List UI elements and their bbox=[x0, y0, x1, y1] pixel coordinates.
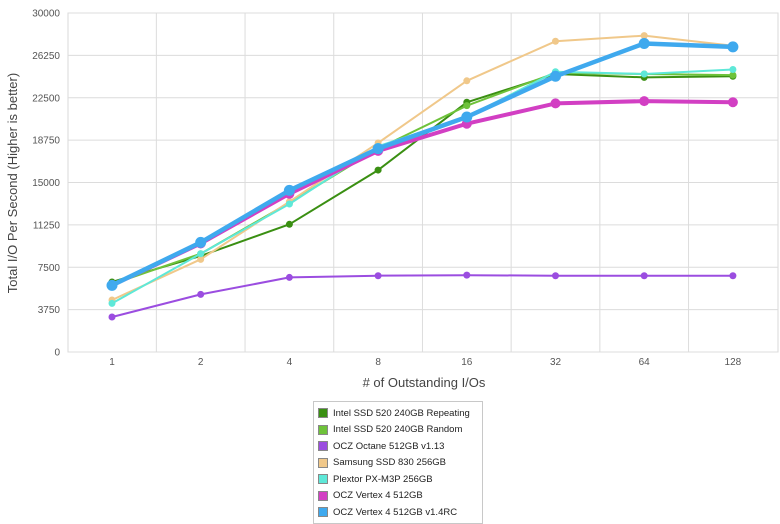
series-layer bbox=[106, 32, 739, 321]
data-point bbox=[285, 273, 293, 281]
series-7 bbox=[106, 38, 739, 291]
data-point bbox=[108, 313, 116, 321]
legend-swatch bbox=[318, 441, 328, 452]
data-point bbox=[197, 290, 205, 298]
legend-item: Intel SSD 520 240GB Repeating bbox=[314, 405, 482, 422]
data-point bbox=[727, 97, 738, 108]
x-axis-ticks: 1 2 4 8 16 32 64 128 bbox=[109, 357, 741, 368]
y-tick-label: 22500 bbox=[32, 93, 60, 104]
x-tick-label: 8 bbox=[375, 357, 381, 368]
y-tick-label: 11250 bbox=[33, 220, 61, 231]
legend-item: Plextor PX-M3P 256GB bbox=[314, 471, 482, 488]
data-point bbox=[640, 70, 648, 78]
data-point bbox=[463, 77, 471, 85]
y-axis-ticks: 0 3750 7500 11250 15000 18750 22500 26250 30000 bbox=[32, 9, 60, 359]
legend-item: OCZ Vertex 4 512GB bbox=[314, 488, 482, 505]
x-tick-label: 1 bbox=[109, 357, 115, 368]
legend-swatch bbox=[318, 408, 328, 419]
data-point bbox=[197, 250, 205, 258]
legend-swatch bbox=[318, 457, 328, 468]
data-point bbox=[640, 32, 648, 40]
data-point bbox=[106, 279, 118, 291]
data-point bbox=[550, 98, 561, 109]
x-tick-label: 32 bbox=[550, 357, 562, 368]
data-point bbox=[552, 37, 559, 45]
legend-label: Intel SSD 520 240GB Repeating bbox=[333, 407, 470, 419]
legend-item: Samsung SSD 830 256GB bbox=[314, 455, 482, 472]
data-point bbox=[463, 271, 471, 279]
legend-label: Samsung SSD 830 256GB bbox=[333, 457, 447, 469]
legend-label: Intel SSD 520 240GB Random bbox=[333, 424, 463, 436]
y-tick-label: 3750 bbox=[38, 305, 61, 316]
data-point bbox=[638, 38, 650, 50]
legend-item: OCZ Vertex 4 512GB v1.4RC bbox=[314, 504, 482, 521]
x-tick-label: 64 bbox=[639, 357, 651, 368]
legend-swatch bbox=[318, 474, 328, 485]
x-axis-label: # of Outstanding I/Os bbox=[363, 375, 486, 390]
series-line bbox=[111, 274, 733, 318]
y-tick-label: 7500 bbox=[38, 263, 61, 274]
series-line bbox=[111, 34, 734, 301]
data-point bbox=[285, 220, 293, 228]
chart-legend: Intel SSD 520 240GB Repeating Intel SSD 5… bbox=[313, 401, 483, 524]
y-tick-label: 26250 bbox=[32, 51, 60, 62]
data-point bbox=[372, 143, 384, 155]
legend-label: OCZ Vertex 4 512GB v1.4RC bbox=[333, 506, 458, 518]
data-point bbox=[552, 272, 559, 280]
legend-swatch bbox=[318, 424, 328, 435]
series-line bbox=[111, 41, 733, 288]
legend-swatch bbox=[318, 490, 328, 501]
data-point bbox=[285, 200, 293, 208]
data-point bbox=[197, 255, 205, 263]
data-point bbox=[195, 236, 207, 248]
data-point bbox=[374, 272, 382, 280]
data-point bbox=[639, 96, 650, 107]
data-point bbox=[727, 41, 739, 53]
data-point bbox=[461, 111, 473, 123]
y-tick-label: 0 bbox=[54, 348, 60, 359]
data-point bbox=[729, 66, 737, 73]
x-tick-label: 4 bbox=[287, 357, 293, 368]
data-point bbox=[463, 102, 471, 110]
x-tick-label: 16 bbox=[461, 357, 473, 368]
legend-item: OCZ Octane 512GB v1.13 bbox=[314, 438, 482, 455]
data-point bbox=[729, 71, 737, 79]
series-3 bbox=[108, 271, 737, 321]
x-tick-label: 128 bbox=[725, 357, 742, 368]
y-tick-label: 15000 bbox=[32, 178, 60, 189]
x-tick-label: 2 bbox=[198, 357, 204, 368]
legend-label: OCZ Octane 512GB v1.13 bbox=[333, 440, 445, 452]
data-point bbox=[550, 70, 561, 82]
y-tick-label: 30000 bbox=[32, 9, 60, 20]
data-point bbox=[640, 272, 648, 280]
data-point bbox=[374, 166, 382, 174]
data-point bbox=[729, 272, 737, 280]
legend-label: OCZ Vertex 4 512GB bbox=[333, 490, 423, 502]
y-tick-label: 18750 bbox=[32, 136, 60, 147]
y-axis-label: Total I/O Per Second (Higher is better) bbox=[5, 73, 20, 293]
data-point bbox=[108, 299, 116, 307]
line-chart: 1 2 4 8 16 32 64 128 0 3750 7500 11250 15000 18750 22… bbox=[5, 9, 779, 390]
chart-grid bbox=[67, 12, 779, 353]
legend-label: Plextor PX-M3P 256GB bbox=[333, 473, 433, 485]
data-point bbox=[283, 184, 295, 196]
legend-item: Intel SSD 520 240GB Random bbox=[314, 422, 482, 439]
